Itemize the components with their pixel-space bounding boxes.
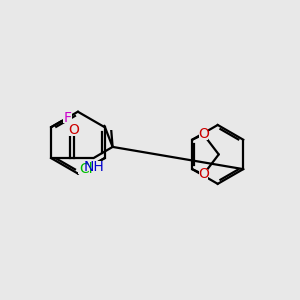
- FancyBboxPatch shape: [69, 125, 79, 136]
- FancyBboxPatch shape: [78, 163, 94, 174]
- FancyBboxPatch shape: [110, 118, 112, 130]
- Text: O: O: [198, 167, 209, 182]
- Text: F: F: [63, 111, 71, 125]
- Text: O: O: [198, 128, 209, 141]
- FancyBboxPatch shape: [199, 169, 208, 180]
- Text: Cl: Cl: [79, 162, 93, 176]
- FancyBboxPatch shape: [199, 129, 208, 140]
- Text: O: O: [68, 123, 79, 137]
- FancyBboxPatch shape: [63, 112, 72, 123]
- FancyBboxPatch shape: [86, 161, 102, 172]
- Text: NH: NH: [84, 160, 104, 174]
